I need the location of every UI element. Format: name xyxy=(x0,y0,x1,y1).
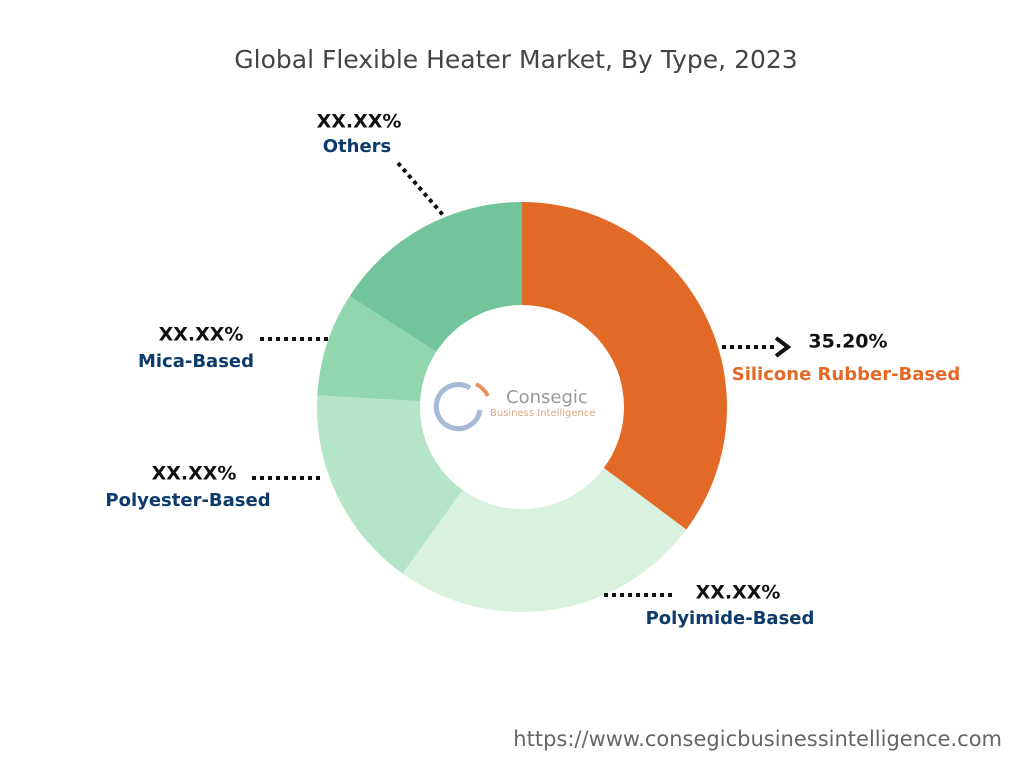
category-label: Polyester-Based xyxy=(105,490,270,511)
donut-slice xyxy=(316,395,463,574)
value-label: XX.XX% xyxy=(159,324,244,346)
value-label: XX.XX% xyxy=(152,463,237,485)
leader-line xyxy=(396,161,445,217)
logo-subtext: Business Intelligence xyxy=(490,408,595,419)
logo-icon xyxy=(474,382,490,398)
category-label: Others xyxy=(323,136,392,157)
category-label: Silicone Rubber-Based xyxy=(732,364,960,385)
value-label: XX.XX% xyxy=(696,582,781,604)
donut-slice xyxy=(402,467,687,612)
value-label: 35.20% xyxy=(808,331,887,353)
chart-title: Global Flexible Heater Market, By Type, … xyxy=(234,45,797,74)
logo-icon xyxy=(433,382,483,432)
value-label: XX.XX% xyxy=(317,111,402,133)
donut xyxy=(316,202,727,612)
donut-slice xyxy=(349,202,522,352)
logo: Consegic Business Intelligence xyxy=(433,382,595,432)
source-url: https://www.consegicbusinessintelligence… xyxy=(513,727,1002,751)
category-label: Mica-Based xyxy=(138,351,254,372)
donut-slice xyxy=(522,202,727,530)
logo-text: Consegic xyxy=(506,387,588,408)
category-label: Polyimide-Based xyxy=(646,608,815,629)
donut-slice xyxy=(317,296,437,402)
leader-arrow xyxy=(774,336,792,358)
